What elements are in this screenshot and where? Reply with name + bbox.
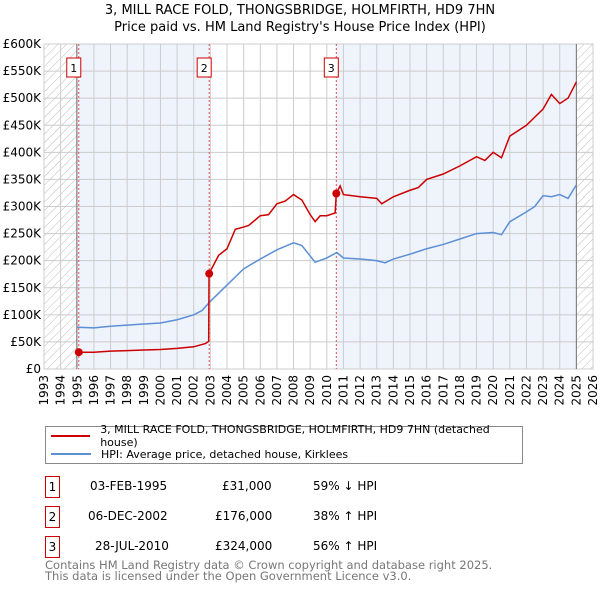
- sale-label: 3: [328, 62, 335, 75]
- x-tick-label: 2017: [436, 375, 450, 406]
- y-tick-label: £100K: [3, 308, 43, 322]
- x-tick-label: 2004: [220, 375, 234, 406]
- x-tick-label: 2008: [287, 375, 301, 406]
- y-tick-label: £600K: [3, 37, 43, 51]
- sale-point: [332, 189, 341, 198]
- x-tick-label: 1996: [87, 375, 101, 406]
- x-tick-label: 2002: [187, 375, 201, 406]
- x-tick-label: 2003: [203, 375, 217, 406]
- x-tick-label: 2019: [470, 375, 484, 406]
- x-tick-label: 2023: [536, 375, 550, 406]
- x-tick-label: 2021: [503, 375, 517, 406]
- footer-line: This data is licensed under the Open Gov…: [45, 569, 412, 583]
- legend-label-hpi: HPI: Average price, detached house, Kirk…: [101, 447, 349, 461]
- x-tick-label: 1997: [104, 375, 118, 406]
- y-tick-label: £200K: [3, 254, 43, 268]
- plot-border: [43, 43, 594, 370]
- sale-label: 1: [70, 62, 77, 75]
- price: £324,000: [215, 539, 273, 553]
- y-tick-label: £550K: [3, 64, 43, 78]
- y-tick-label: £250K: [3, 227, 43, 241]
- y-tick-label: £500K: [3, 91, 43, 105]
- y-tick-label: £400K: [3, 145, 43, 159]
- x-tick-label: 2007: [270, 375, 284, 406]
- x-tick-label: 2015: [403, 375, 417, 406]
- x-tick-label: 2026: [586, 375, 600, 406]
- sale-label-box: [323, 57, 339, 78]
- x-tick-label: 1998: [120, 375, 134, 406]
- price-chart: 1993 1994 1995 1996 1997 1998 1999 2000 2001 2002…: [3, 37, 600, 406]
- x-tick-label: 2005: [237, 375, 251, 406]
- x-tick-label: 2020: [486, 375, 500, 406]
- x-tick-label: 2013: [370, 375, 384, 406]
- x-tick-label: 2000: [153, 375, 167, 406]
- marker-number: 2: [45, 506, 60, 528]
- x-tick-label: 2025: [569, 375, 583, 406]
- y-tick-label: £0: [26, 362, 41, 376]
- sale-label-box: [66, 57, 82, 78]
- sale-point: [205, 269, 214, 278]
- y-tick-label: £150K: [3, 281, 43, 295]
- hpi-diff: 38% ↑ HPI: [313, 509, 378, 523]
- hpi-diff: 59% ↓ HPI: [313, 479, 378, 493]
- x-tick-label: 2016: [420, 375, 434, 406]
- x-tick-label: 1993: [37, 375, 51, 406]
- x-tick-label: 2018: [453, 375, 467, 406]
- legend-swatch-property: [51, 435, 91, 437]
- legend-swatch-hpi: [51, 453, 91, 455]
- sale-label-box: [196, 57, 212, 78]
- date: 06-DEC-2002: [88, 509, 168, 523]
- date: 03-FEB-1995: [90, 479, 168, 493]
- marker-number: 1: [45, 476, 60, 498]
- price-paid-line: [78, 81, 578, 353]
- chart-subtitle: Price paid vs. HM Land Registry's House …: [114, 20, 486, 35]
- x-tick-label: 2024: [553, 375, 567, 406]
- x-tick-label: 1995: [70, 375, 84, 406]
- sale-point: [74, 348, 83, 357]
- x-tick-label: 2012: [353, 375, 367, 406]
- marker-number: 3: [45, 536, 60, 558]
- y-tick-label: £300K: [3, 200, 43, 214]
- date: 28-JUL-2010: [95, 539, 169, 553]
- x-tick-label: 2014: [386, 375, 400, 406]
- x-tick-label: 2001: [170, 375, 184, 406]
- x-tick-label: 2011: [336, 375, 350, 406]
- chart-title: 3, MILL RACE FOLD, THONGSBRIDGE, HOLMFIR…: [104, 3, 496, 18]
- price: £31,000: [222, 479, 272, 493]
- x-tick-label: 1994: [54, 375, 68, 406]
- x-tick-label: 2010: [320, 375, 334, 406]
- price: £176,000: [215, 509, 273, 523]
- footer: Contains HM Land Registry data © Crown c…: [45, 558, 493, 583]
- y-tick-label: £450K: [3, 118, 43, 132]
- y-tick-label: £350K: [3, 172, 43, 186]
- footer-line: Contains HM Land Registry data © Crown c…: [45, 558, 493, 572]
- legend: 3, MILL RACE FOLD, THONGSBRIDGE, HOLMFIR…: [45, 423, 523, 464]
- hpi-diff: 56% ↑ HPI: [313, 539, 378, 553]
- y-tick-label: £50K: [10, 335, 42, 349]
- x-tick-label: 1999: [137, 375, 151, 406]
- x-tick-label: 2022: [519, 375, 533, 406]
- x-tick-label: 2006: [253, 375, 267, 406]
- hpi-line: [77, 184, 578, 329]
- legend-label-property: 3, MILL RACE FOLD, THONGSBRIDGE, HOLMFIR…: [100, 423, 490, 449]
- x-tick-label: 2009: [303, 375, 317, 406]
- sale-label: 2: [201, 62, 208, 75]
